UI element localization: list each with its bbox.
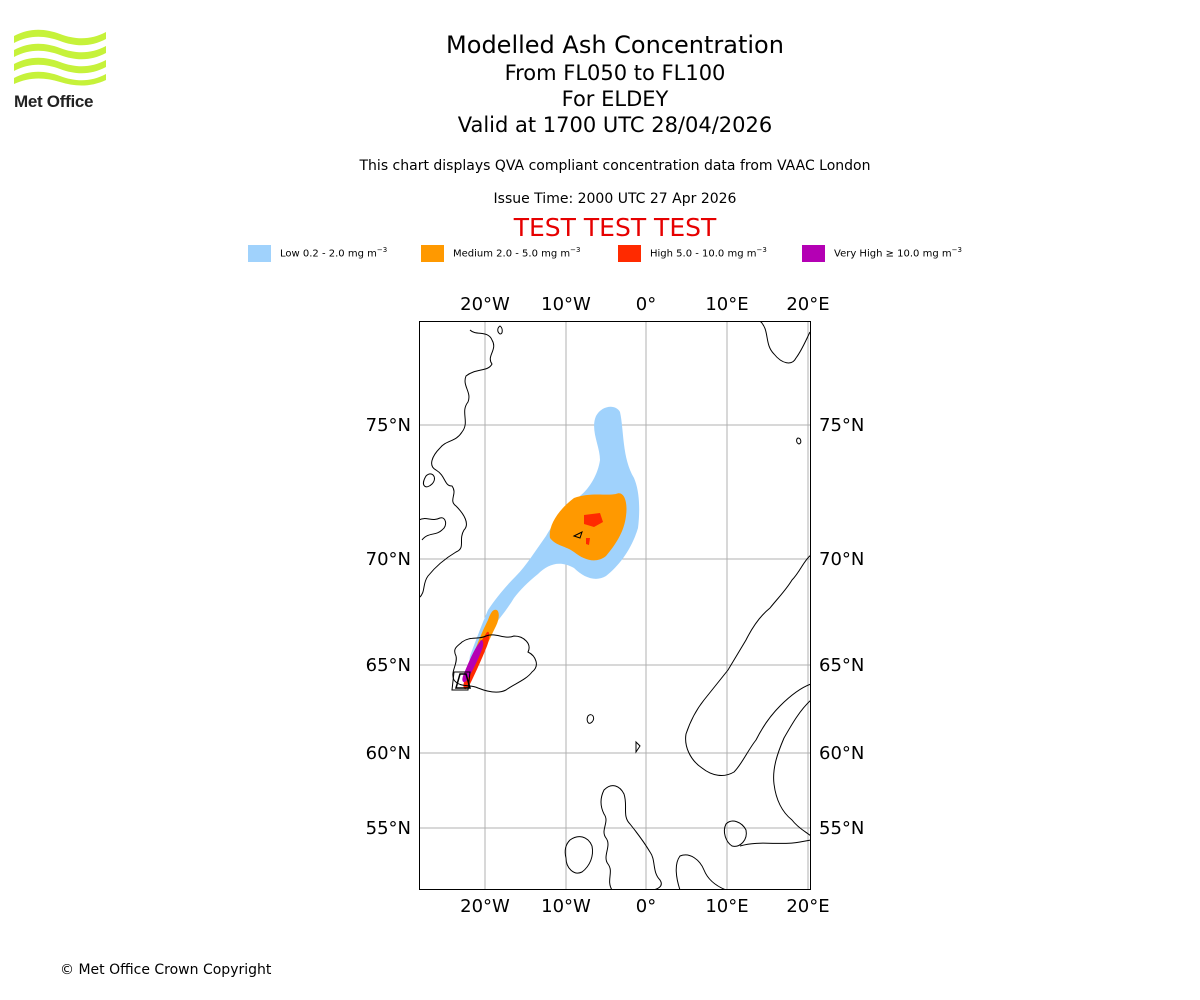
legend-swatch-low — [248, 245, 271, 262]
lon-label-top-0: 0° — [636, 294, 656, 315]
legend-swatch-high — [618, 245, 641, 262]
lon-label-top-10w: 10°W — [541, 294, 591, 315]
lat-label-left-55n: 55°N — [366, 818, 411, 839]
lon-label-top-20w: 20°W — [460, 294, 510, 315]
lon-label-bottom-10w: 10°W — [541, 896, 591, 917]
coastlines — [419, 321, 811, 890]
volcano-marker-icon — [455, 673, 471, 689]
map-frame — [419, 321, 811, 890]
ash-medium-region — [549, 493, 627, 561]
logo-text: Met Office — [14, 92, 94, 111]
legend-swatch-medium — [421, 245, 444, 262]
met-office-logo: Met Office — [14, 28, 114, 118]
legend-label-high: High 5.0 - 10.0 mg m — [650, 248, 757, 260]
lon-label-top-20e: 20°E — [786, 294, 829, 315]
lat-label-left-60n: 60°N — [366, 743, 411, 764]
lat-label-left-70n: 70°N — [366, 549, 411, 570]
valid-time: Valid at 1700 UTC 28/04/2026 — [457, 113, 773, 137]
volcano-name: For ELDEY — [561, 87, 669, 111]
ash-high-region — [584, 513, 603, 527]
lat-label-right-60n: 60°N — [819, 743, 864, 764]
graticule — [419, 321, 811, 890]
lat-label-right-65n: 65°N — [819, 655, 864, 676]
test-banner: TEST TEST TEST — [513, 213, 717, 242]
copyright-notice: © Met Office Crown Copyright — [60, 962, 272, 978]
lat-label-left-75n: 75°N — [366, 415, 411, 436]
lat-label-right-55n: 55°N — [819, 818, 864, 839]
lon-label-top-10e: 10°E — [705, 294, 748, 315]
ash-high-spot — [586, 538, 590, 545]
legend-label-low: Low 0.2 - 2.0 mg m — [280, 248, 377, 260]
chart-title-block: Modelled Ash Concentration From FL050 to… — [300, 30, 930, 138]
met-office-waves-icon — [14, 29, 106, 86]
lat-label-left-65n: 65°N — [366, 655, 411, 676]
legend-label-medium: Medium 2.0 - 5.0 mg m — [453, 248, 571, 260]
lon-label-bottom-20e: 20°E — [786, 896, 829, 917]
chart-subtitle: This chart displays QVA compliant concen… — [359, 158, 871, 174]
lon-label-bottom-10e: 10°E — [705, 896, 748, 917]
lon-label-bottom-0: 0° — [636, 896, 656, 917]
lat-label-right-70n: 70°N — [819, 549, 864, 570]
legend-swatch-very-high — [802, 245, 825, 262]
flight-level-range: From FL050 to FL100 — [504, 61, 726, 85]
chart-title: Modelled Ash Concentration — [446, 31, 784, 59]
lat-label-right-75n: 75°N — [819, 415, 864, 436]
issue-time: Issue Time: 2000 UTC 27 Apr 2026 — [493, 191, 737, 207]
legend-label-very-high: Very High ≥ 10.0 mg m — [834, 248, 952, 260]
lon-label-bottom-20w: 20°W — [460, 896, 510, 917]
